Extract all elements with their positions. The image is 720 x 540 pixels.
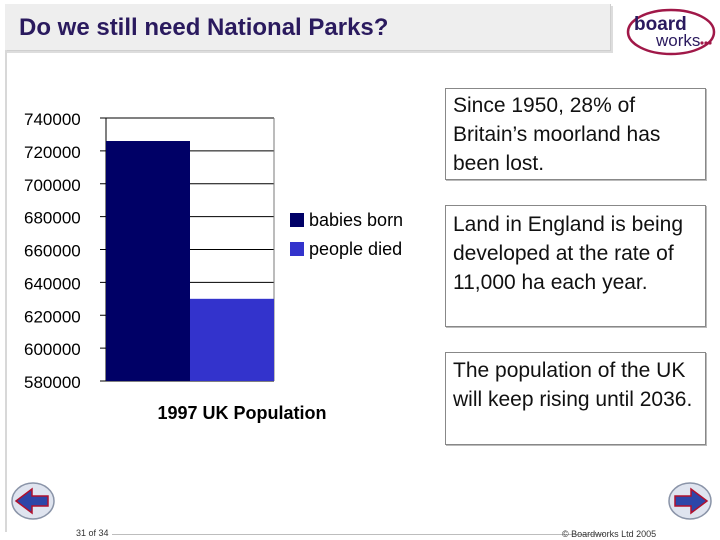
copyright: © Boardworks Ltd 2005 (562, 529, 657, 539)
chart-bars (106, 141, 274, 381)
boardworks-logo: board works (626, 8, 716, 56)
chart-y-tick-label: 580000 (24, 373, 81, 392)
chart-y-tick-label: 720000 (24, 143, 81, 162)
chart-legend-swatch (290, 242, 304, 256)
chart-bar-babies-born (106, 141, 190, 381)
back-arrow-icon (14, 487, 49, 515)
info-box-moorland: Since 1950, 28% of Britain’s moorland ha… (445, 88, 706, 180)
chart-legend-label: people died (309, 239, 402, 259)
chart-y-tick-label: 620000 (24, 307, 81, 326)
logo-word-board: board (634, 14, 687, 35)
chart-y-tick-label: 680000 (24, 209, 81, 228)
logo-word-works: works (655, 31, 700, 50)
info-text-land-development: Land in England is being developed at th… (453, 213, 684, 294)
info-box-population: The population of the UK will keep risin… (445, 352, 706, 445)
info-text-moorland: Since 1950, 28% of Britain’s moorland ha… (453, 94, 661, 175)
chart-y-tick-label: 700000 (24, 176, 81, 195)
info-box-land-development: Land in England is being developed at th… (445, 205, 706, 327)
chart-y-tick-label: 600000 (24, 340, 81, 359)
chart-legend-box (280, 205, 430, 265)
chart-y-tick-labels: 580000 600000 620000 640000 660000 680000 7000… (24, 110, 81, 392)
chart-legend-swatch (290, 213, 304, 227)
title-bar: Do we still need National Parks? (5, 4, 611, 51)
chart-y-tick-label: 640000 (24, 274, 81, 293)
chart-y-tick-label: 740000 (24, 110, 81, 129)
left-rule (5, 50, 7, 532)
back-button[interactable] (10, 480, 56, 522)
forward-button[interactable] (667, 480, 713, 522)
info-text-population: The population of the UK will keep risin… (453, 359, 693, 411)
page-number: 31 of 34 (76, 528, 109, 538)
chart-bar-people-died (190, 298, 274, 381)
population-chart: 580000 600000 620000 640000 660000 680000 7000… (24, 110, 430, 423)
forward-arrow-icon (674, 487, 709, 515)
chart-y-tick-label: 660000 (24, 242, 81, 261)
chart-x-axis-label: 1997 UK Population (157, 403, 326, 423)
chart-legend-label: babies born (309, 210, 403, 230)
chart-legend: babies born people died (280, 205, 430, 265)
footer-rule (112, 534, 604, 535)
slide-title: Do we still need National Parks? (19, 14, 389, 41)
